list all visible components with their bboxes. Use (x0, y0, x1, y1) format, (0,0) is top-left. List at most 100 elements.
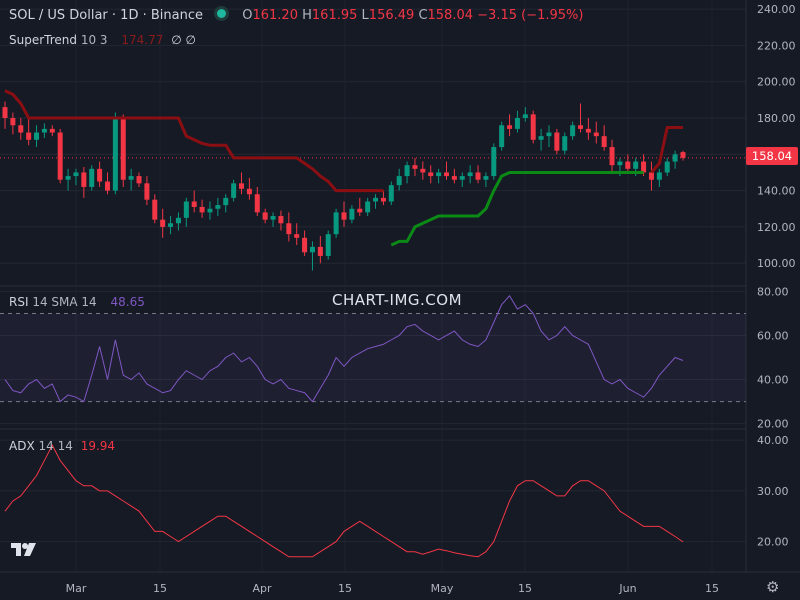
candle-body (231, 183, 237, 198)
candle-body (223, 197, 229, 206)
candle-body (562, 136, 568, 151)
y-tick-label: 20.00 (757, 536, 789, 549)
candle-body (585, 128, 591, 133)
grid-lines (0, 0, 800, 573)
supertrend-empty-values: ∅ ∅ (171, 33, 196, 47)
rsi-name: RSI (9, 295, 29, 309)
supertrend-legend[interactable]: SuperTrend 10 3 174.77 ∅ ∅ (9, 33, 196, 47)
candle-body (641, 161, 647, 173)
candle-body (601, 136, 607, 148)
close-value: 158.04 (427, 8, 474, 23)
candle-body (26, 132, 32, 140)
y-tick-label: 100.00 (757, 257, 796, 270)
candle-body (136, 176, 142, 184)
candle-body (41, 128, 47, 133)
candle-body (436, 172, 442, 177)
candle-body (507, 125, 513, 129)
candle-body (2, 107, 8, 118)
x-tick-label: 15 (705, 582, 719, 595)
candlestick-series (2, 101, 686, 271)
y-tick-label: 240.00 (757, 3, 796, 16)
candle-body (530, 114, 536, 140)
candle-body (404, 165, 410, 177)
close-label: C (418, 8, 428, 23)
candle-body (459, 176, 465, 180)
candle-body (499, 125, 505, 148)
x-tick-label: Mar (66, 582, 87, 595)
y-tick-label: 220.00 (757, 39, 796, 52)
candle-body (207, 208, 213, 213)
candle-body (302, 237, 308, 253)
candle-body (609, 147, 615, 166)
rsi-band (0, 312, 746, 403)
adx-name: ADX (9, 439, 35, 453)
candle-body (578, 125, 584, 129)
candle-body (112, 117, 118, 191)
axis-labels: 240.00220.00200.00180.00160.00140.00120.… (66, 3, 796, 595)
candle-body (65, 176, 71, 180)
y-tick-label: 20.00 (757, 418, 789, 431)
open-value: 161.20 (252, 8, 298, 23)
candle-body (373, 197, 379, 202)
supertrend-down-line (650, 125, 683, 174)
rsi-band-fill (0, 313, 746, 402)
rsi-value: 48.65 (110, 295, 145, 309)
candle-body (97, 168, 103, 182)
adx-legend[interactable]: ADX 14 14 19.94 (9, 439, 115, 453)
candle-body (199, 206, 205, 213)
candle-body (672, 154, 678, 162)
x-tick-label: 15 (518, 582, 532, 595)
y-tick-label: 120.00 (757, 221, 796, 234)
candle-body (294, 234, 300, 238)
candle-body (325, 234, 331, 256)
gear-icon[interactable]: ⚙ (766, 578, 780, 596)
candle-body (491, 147, 497, 177)
candle-body (617, 161, 623, 166)
candle-body (349, 208, 355, 220)
candle-body (49, 128, 55, 133)
candle-body (412, 165, 418, 169)
rsi-series (4, 294, 684, 403)
candle-body (191, 201, 197, 207)
candle-body (73, 172, 79, 177)
candle-body (286, 223, 292, 235)
chart-header: SOL / US Dollar · 1D · Binance O161.20 H… (9, 8, 583, 23)
candle-body (18, 125, 24, 133)
candle-body (81, 172, 87, 187)
supertrend-up-line (390, 170, 644, 247)
y-tick-label: 200.00 (757, 76, 796, 89)
candle-body (104, 181, 110, 191)
candle-body (546, 132, 552, 137)
tradingview-logo-icon[interactable] (10, 540, 38, 560)
x-tick-label: 15 (153, 582, 167, 595)
candle-body (633, 161, 639, 169)
candle-body (420, 168, 426, 173)
candle-body (467, 172, 473, 177)
adx-value: 19.94 (80, 439, 116, 453)
candle-body (262, 212, 268, 220)
y-tick-label: 40.00 (757, 434, 789, 447)
candle-body (278, 216, 284, 224)
candle-body (428, 172, 434, 177)
last-price-tag: 158.04 (746, 147, 798, 165)
candle-body (648, 172, 654, 180)
candle-body (128, 176, 134, 180)
supertrend-down-line (4, 89, 384, 193)
high-label: H (302, 8, 312, 23)
adx-series (4, 444, 684, 558)
candle-body (120, 117, 126, 180)
supertrend-value: 174.77 (121, 33, 164, 47)
symbol-title[interactable]: SOL / US Dollar · 1D · Binance (9, 8, 203, 23)
y-tick-label: 140.00 (757, 185, 796, 198)
candle-body (144, 183, 150, 200)
rsi-legend[interactable]: RSI 14 SMA 14 48.65 (9, 295, 145, 309)
candle-body (625, 161, 631, 169)
y-tick-label: 40.00 (757, 374, 789, 387)
candle-body (443, 172, 449, 177)
candle-body (333, 212, 339, 235)
candle-body (451, 176, 457, 180)
supertrend-series (4, 89, 683, 247)
adx-line (4, 444, 684, 558)
x-tick-label: May (431, 582, 454, 595)
